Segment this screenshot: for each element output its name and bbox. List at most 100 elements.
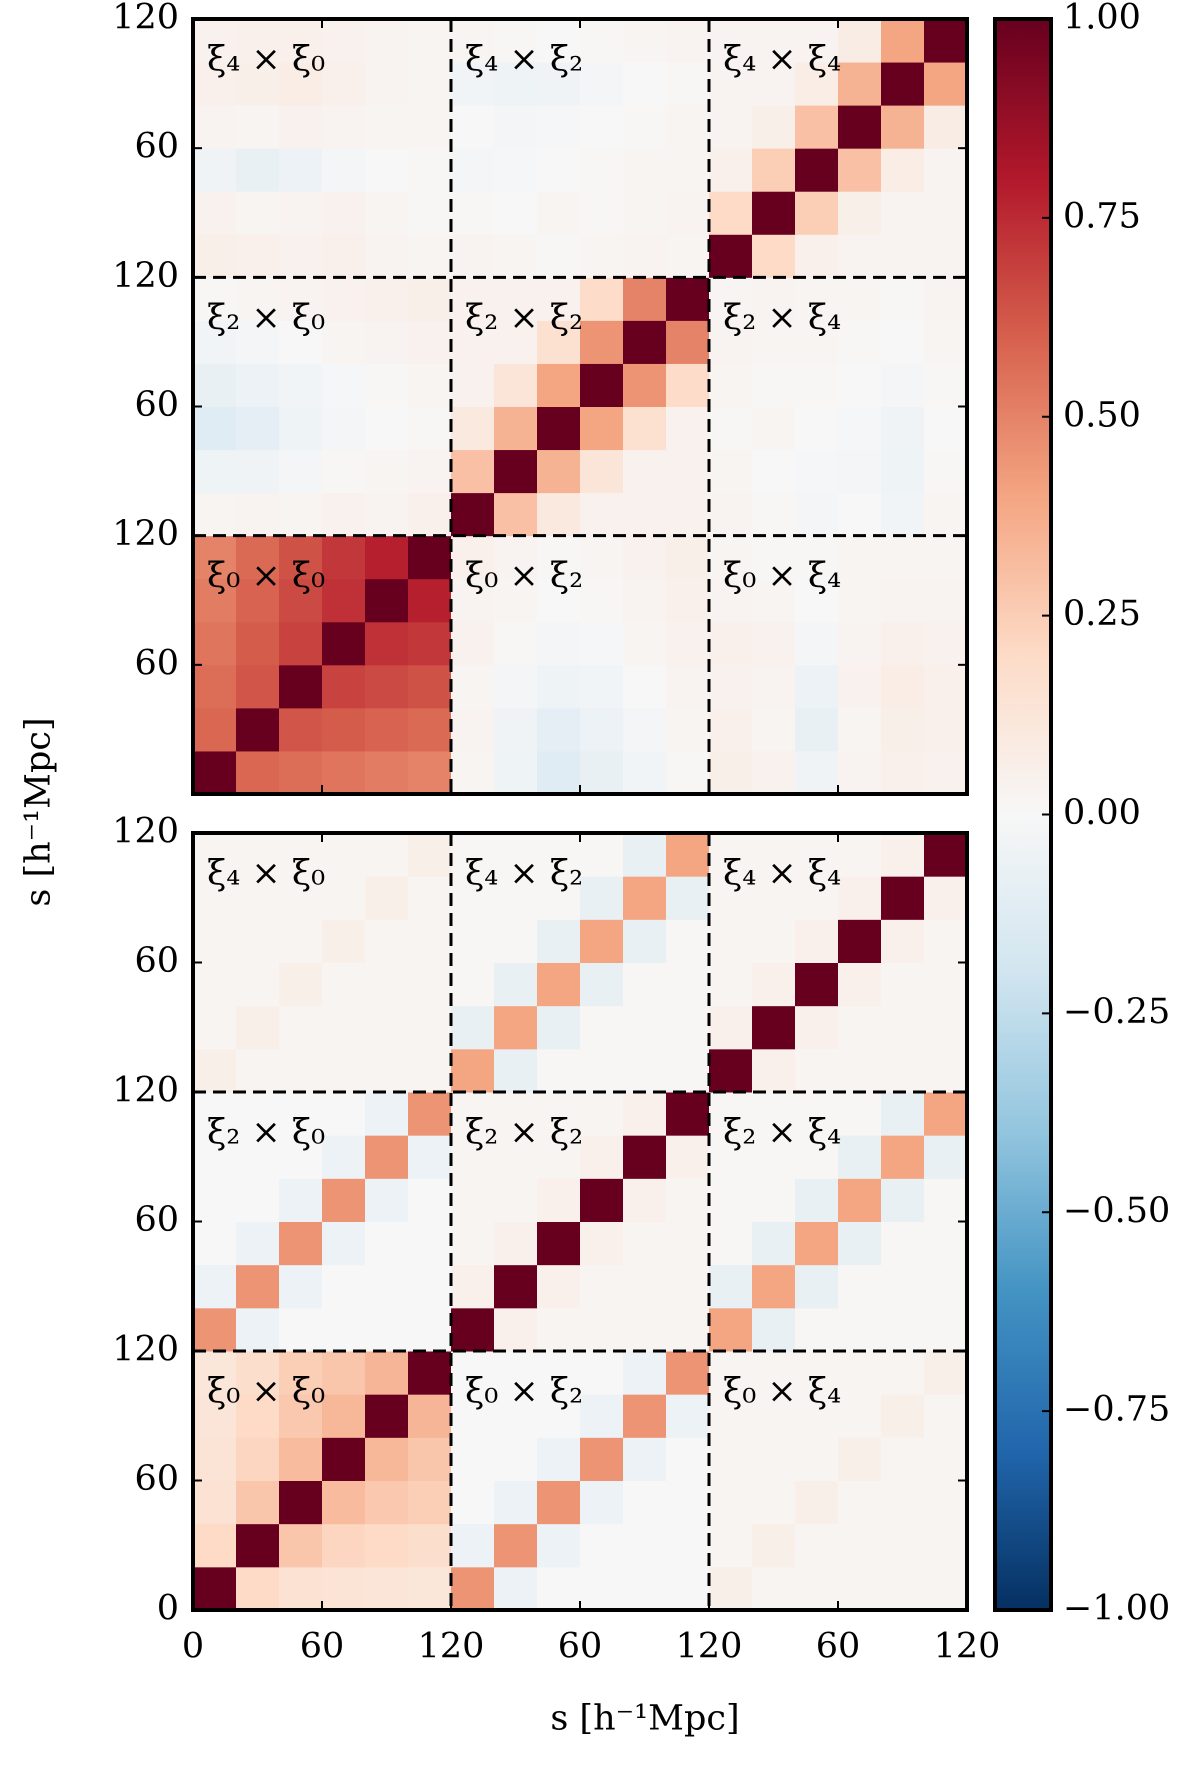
heatmap-cell xyxy=(322,62,366,106)
heatmap-cell xyxy=(494,621,538,666)
heatmap-cell xyxy=(666,707,710,752)
heatmap-cell xyxy=(451,1307,495,1352)
heatmap-cell xyxy=(236,876,280,920)
heatmap-cell xyxy=(365,1178,409,1222)
heatmap-cell xyxy=(838,1048,882,1093)
heatmap-cell xyxy=(795,1523,839,1568)
heatmap-cell xyxy=(924,62,968,106)
heatmap-cell xyxy=(365,320,409,364)
heatmap-cell xyxy=(279,105,323,149)
heatmap-cell xyxy=(580,919,624,963)
heatmap-cell xyxy=(666,320,710,364)
heatmap-cell xyxy=(236,363,280,407)
heatmap-cell xyxy=(537,876,581,920)
heatmap-cell xyxy=(881,535,925,580)
y-tick-label: 120 xyxy=(112,1330,179,1370)
heatmap-cell xyxy=(322,1351,366,1395)
heatmap-cell xyxy=(838,1437,882,1481)
heatmap-cell xyxy=(838,664,882,709)
heatmap-cell xyxy=(279,62,323,106)
heatmap-cell xyxy=(881,833,925,877)
heatmap-cell xyxy=(709,1394,753,1438)
heatmap-cell xyxy=(236,578,280,623)
heatmap-cell xyxy=(236,1480,280,1525)
heatmap-cell xyxy=(924,234,968,278)
heatmap-cell xyxy=(279,919,323,963)
heatmap-cell xyxy=(580,62,624,106)
heatmap-cell xyxy=(537,148,581,192)
heatmap-cell xyxy=(752,406,796,451)
heatmap-cell xyxy=(537,578,581,623)
heatmap-cell xyxy=(752,962,796,1007)
heatmap-cell xyxy=(279,363,323,407)
heatmap-cell xyxy=(709,833,753,877)
heatmap-cell xyxy=(322,1178,366,1222)
heatmap-cell xyxy=(580,1178,624,1222)
colorbar-tick-label: −0.75 xyxy=(1063,1390,1170,1430)
heatmap-cell xyxy=(451,578,495,623)
heatmap-cell xyxy=(279,1221,323,1266)
heatmap-cell xyxy=(279,833,323,877)
heatmap-cell xyxy=(322,19,366,63)
heatmap-cell xyxy=(580,833,624,877)
heatmap-cell xyxy=(537,363,581,407)
heatmap-cell xyxy=(193,1480,237,1525)
heatmap-cell xyxy=(408,664,452,709)
heatmap-cell xyxy=(580,406,624,451)
heatmap-cell xyxy=(623,1307,667,1352)
block-label: ξ₄ × ξ₂ xyxy=(465,40,583,80)
heatmap-cell xyxy=(623,621,667,666)
heatmap-cell xyxy=(580,1048,624,1093)
heatmap-cell xyxy=(795,1221,839,1266)
heatmap-cell xyxy=(666,449,710,494)
heatmap-cell xyxy=(365,148,409,192)
heatmap-cell xyxy=(365,535,409,580)
heatmap xyxy=(193,833,968,1611)
heatmap-cell xyxy=(408,62,452,106)
heatmap-cell xyxy=(623,1221,667,1266)
heatmap-cell xyxy=(623,535,667,580)
heatmap-cell xyxy=(408,1523,452,1568)
heatmap-cell xyxy=(924,406,968,451)
heatmap-cell xyxy=(279,449,323,494)
heatmap-cell xyxy=(838,62,882,106)
heatmap-cell xyxy=(236,621,280,666)
heatmap-cell xyxy=(408,148,452,192)
heatmap-cell xyxy=(322,1221,366,1266)
heatmap-cell xyxy=(752,363,796,407)
heatmap-cell xyxy=(279,277,323,321)
heatmap-cell xyxy=(236,707,280,752)
heatmap-cell xyxy=(193,1523,237,1568)
heatmap-cell xyxy=(279,320,323,364)
heatmap-cell xyxy=(365,105,409,149)
heatmap-cell xyxy=(408,1135,452,1179)
heatmap-cell xyxy=(838,833,882,877)
heatmap-cell xyxy=(623,1264,667,1309)
heatmap-cell xyxy=(881,1351,925,1395)
heatmap-cell xyxy=(752,191,796,235)
heatmap-cell xyxy=(537,1005,581,1050)
heatmap-cell xyxy=(537,1221,581,1266)
heatmap-cell xyxy=(924,1351,968,1395)
heatmap-cell xyxy=(795,277,839,321)
heatmap-cell xyxy=(322,535,366,580)
heatmap-cell xyxy=(623,876,667,920)
heatmap-cell xyxy=(279,1005,323,1050)
heatmap-cell xyxy=(365,707,409,752)
heatmap-cell xyxy=(494,277,538,321)
heatmap-cell xyxy=(623,1394,667,1438)
heatmap-cell xyxy=(365,1437,409,1481)
heatmap-cell xyxy=(365,1394,409,1438)
heatmap-cell xyxy=(451,535,495,580)
heatmap-cell xyxy=(236,1005,280,1050)
heatmap-cell xyxy=(580,277,624,321)
heatmap-cell xyxy=(451,1092,495,1136)
heatmap-cell xyxy=(752,919,796,963)
heatmap-cell xyxy=(494,1307,538,1352)
heatmap-cell xyxy=(365,621,409,666)
heatmap-cell xyxy=(623,191,667,235)
heatmap-cell xyxy=(666,1437,710,1481)
heatmap-cell xyxy=(838,148,882,192)
x-tick-label: 0 xyxy=(182,1627,204,1667)
heatmap-cell xyxy=(408,621,452,666)
